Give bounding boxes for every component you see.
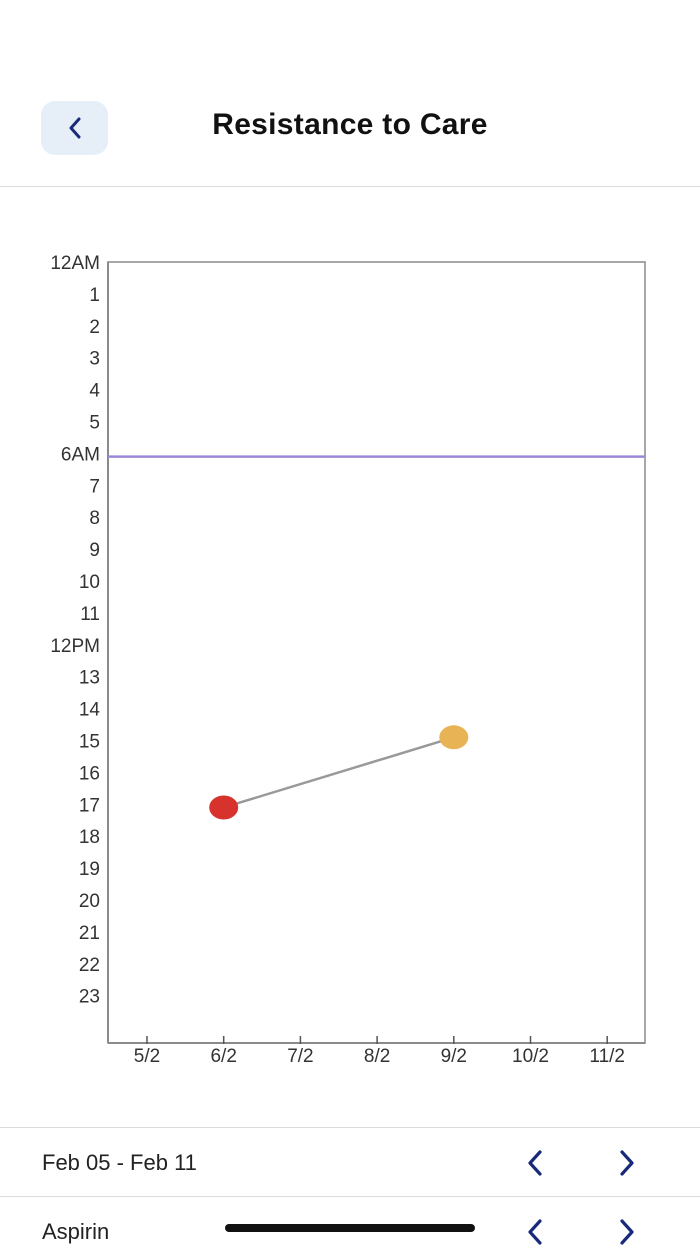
y-tick-label: 2 <box>89 317 100 338</box>
chart: 12AM123456AM789101112PM13141516171819202… <box>50 253 646 1067</box>
next-week-button[interactable] <box>612 1146 642 1180</box>
x-tick-label: 10/2 <box>512 1046 549 1067</box>
home-indicator[interactable] <box>225 1224 475 1232</box>
x-tick-label: 7/2 <box>287 1046 313 1067</box>
y-tick-label: 1 <box>89 285 100 306</box>
y-tick-label: 20 <box>79 891 100 912</box>
y-tick-label: 18 <box>79 827 100 848</box>
week-range-label: Feb 05 - Feb 11 <box>42 1150 197 1175</box>
previous-medication-button[interactable] <box>520 1215 550 1249</box>
page-title: Resistance to Care <box>212 108 488 141</box>
y-tick-label: 19 <box>79 859 100 880</box>
y-tick-label: 22 <box>79 955 100 976</box>
chevron-left-icon <box>528 1219 542 1245</box>
y-tick-label: 3 <box>89 349 100 370</box>
x-tick-label: 11/2 <box>589 1046 625 1067</box>
week-range-row: Feb 05 - Feb 11 <box>0 1127 700 1197</box>
data-point <box>439 725 469 750</box>
y-tick-label: 21 <box>79 923 100 944</box>
next-medication-button[interactable] <box>612 1215 642 1249</box>
x-tick-label: 5/2 <box>134 1046 160 1067</box>
data-point <box>209 795 239 820</box>
x-tick-label: 8/2 <box>364 1046 390 1067</box>
y-tick-label: 13 <box>79 668 100 689</box>
y-tick-label: 12PM <box>50 636 100 657</box>
chevron-left-icon <box>528 1150 542 1176</box>
medication-row: Aspirin <box>0 1196 700 1245</box>
y-tick-label: 15 <box>79 732 100 753</box>
y-tick-label: 11 <box>80 604 100 625</box>
x-tick-label: 9/2 <box>441 1046 467 1067</box>
x-tick-label: 6/2 <box>210 1046 236 1067</box>
chevron-right-icon <box>620 1150 634 1176</box>
y-tick-label: 6AM <box>61 444 100 465</box>
previous-week-button[interactable] <box>520 1146 550 1180</box>
y-tick-label: 7 <box>89 476 100 497</box>
header: Resistance to Care <box>0 0 700 187</box>
y-tick-label: 17 <box>79 795 100 816</box>
chevron-right-icon <box>620 1219 634 1245</box>
y-tick-label: 9 <box>89 540 100 561</box>
series-line <box>223 736 455 809</box>
chevron-left-icon <box>69 117 80 139</box>
y-tick-label: 14 <box>79 700 101 721</box>
y-tick-label: 8 <box>89 508 100 529</box>
y-tick-label: 5 <box>89 413 100 434</box>
plot-area <box>107 261 646 1044</box>
medication-label: Aspirin <box>42 1219 110 1244</box>
y-tick-label: 10 <box>79 572 100 593</box>
back-button[interactable] <box>41 101 108 155</box>
y-tick-label: 16 <box>79 763 100 784</box>
y-tick-label: 23 <box>79 987 100 1008</box>
y-tick-label: 12AM <box>50 253 100 274</box>
y-tick-label: 4 <box>89 381 100 402</box>
